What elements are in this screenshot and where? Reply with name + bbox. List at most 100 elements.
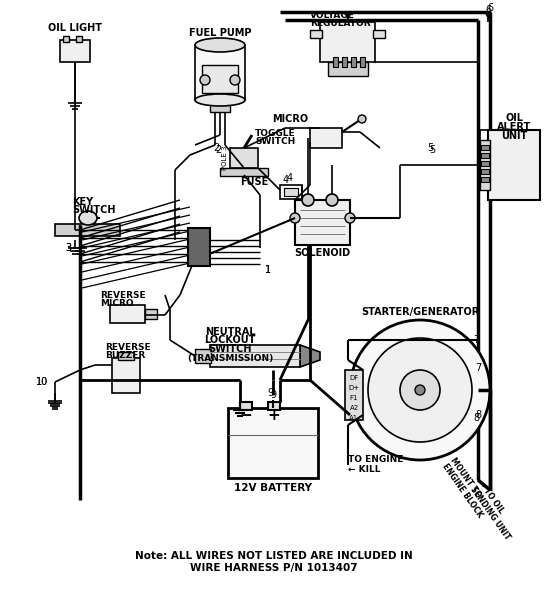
Text: TO ENGINE: TO ENGINE: [348, 455, 403, 464]
Text: 3: 3: [65, 243, 71, 253]
Text: MOUNT TO
ENGINE BLOCK: MOUNT TO ENGINE BLOCK: [440, 457, 493, 520]
Text: STARTER/GENERATOR: STARTER/GENERATOR: [361, 307, 479, 317]
Bar: [145, 309, 157, 319]
Text: TOGGLE: TOGGLE: [255, 130, 295, 139]
Text: ← KILL: ← KILL: [348, 464, 380, 473]
Bar: [220, 168, 268, 176]
Bar: [360, 57, 365, 67]
Bar: [195, 349, 211, 363]
Text: 2: 2: [215, 145, 221, 155]
Bar: [320, 22, 375, 62]
Text: Note: ALL WIRES NOT LISTED ARE INCLUDED IN: Note: ALL WIRES NOT LISTED ARE INCLUDED …: [135, 551, 413, 561]
Text: REVERSE: REVERSE: [100, 292, 146, 301]
Text: ALERT: ALERT: [497, 122, 531, 132]
Bar: [76, 36, 82, 42]
Text: LOCKOUT: LOCKOUT: [204, 335, 256, 345]
Text: 1: 1: [265, 265, 271, 275]
Text: 2: 2: [213, 143, 219, 153]
Circle shape: [358, 115, 366, 123]
Text: WIRE HARNESS P/N 1013407: WIRE HARNESS P/N 1013407: [190, 563, 358, 573]
Circle shape: [350, 320, 490, 460]
Text: A1: A1: [350, 415, 358, 421]
Text: 6: 6: [487, 3, 493, 13]
Bar: [351, 57, 356, 67]
Bar: [284, 188, 298, 196]
Text: POLE 3: POLE 3: [222, 146, 228, 170]
Text: MICRO: MICRO: [272, 114, 308, 124]
Bar: [112, 358, 140, 393]
Text: 7: 7: [473, 335, 479, 345]
Text: 1: 1: [265, 265, 271, 275]
Text: SOLENOID: SOLENOID: [294, 248, 350, 258]
Text: 10: 10: [36, 377, 48, 387]
Bar: [210, 345, 300, 367]
Bar: [488, 130, 540, 200]
Polygon shape: [300, 345, 320, 367]
Bar: [481, 169, 489, 174]
Text: REVERSE: REVERSE: [105, 343, 151, 352]
Text: 6: 6: [485, 5, 491, 15]
Text: +: +: [267, 407, 281, 422]
Text: FUSE: FUSE: [240, 177, 268, 187]
Bar: [110, 305, 145, 323]
Text: MICRO: MICRO: [100, 299, 134, 308]
Text: 5: 5: [429, 145, 435, 155]
Bar: [310, 128, 342, 148]
Circle shape: [368, 338, 472, 442]
Text: 10: 10: [36, 377, 48, 387]
Bar: [228, 408, 318, 478]
Bar: [188, 228, 210, 266]
Bar: [328, 62, 368, 76]
Text: → TO OIL
SENDING UNIT: → TO OIL SENDING UNIT: [468, 479, 520, 541]
Bar: [280, 185, 302, 199]
Bar: [60, 40, 90, 62]
Text: 12V BATTERY: 12V BATTERY: [234, 483, 312, 493]
Bar: [295, 200, 350, 245]
Text: 8: 8: [473, 413, 479, 423]
Text: UNIT: UNIT: [501, 131, 527, 141]
Circle shape: [200, 75, 210, 85]
Bar: [268, 402, 280, 410]
Text: OIL LIGHT: OIL LIGHT: [48, 23, 102, 33]
Text: FUEL PUMP: FUEL PUMP: [189, 28, 251, 38]
Bar: [481, 145, 489, 150]
Bar: [481, 161, 489, 166]
Bar: [88, 213, 96, 217]
Bar: [480, 140, 490, 190]
Text: 9: 9: [270, 390, 276, 400]
Ellipse shape: [79, 211, 97, 225]
Text: (TRANSMISSION): (TRANSMISSION): [187, 353, 273, 362]
Bar: [195, 45, 245, 100]
Text: 9: 9: [267, 388, 273, 398]
Bar: [230, 148, 258, 168]
Circle shape: [326, 194, 338, 206]
Circle shape: [415, 385, 425, 395]
Circle shape: [302, 194, 314, 206]
Bar: [118, 352, 134, 360]
Text: REGULATOR: REGULATOR: [310, 19, 370, 28]
Circle shape: [290, 213, 300, 223]
Text: SWITCH: SWITCH: [208, 344, 252, 354]
Text: 5: 5: [427, 143, 433, 153]
Text: 4: 4: [287, 173, 293, 183]
Bar: [310, 30, 322, 38]
Bar: [202, 65, 238, 93]
Bar: [240, 402, 252, 410]
Text: VOLTAGE: VOLTAGE: [310, 11, 355, 20]
Bar: [481, 153, 489, 158]
Bar: [342, 57, 347, 67]
Bar: [63, 36, 69, 42]
Text: 3: 3: [65, 243, 71, 253]
Text: DF: DF: [350, 375, 358, 381]
Circle shape: [345, 213, 355, 223]
Text: 7: 7: [475, 363, 481, 373]
Text: OIL: OIL: [505, 113, 523, 123]
Text: D+: D+: [349, 385, 359, 391]
Ellipse shape: [195, 94, 245, 106]
Text: NEUTRAL: NEUTRAL: [205, 327, 255, 337]
Text: 8: 8: [475, 410, 481, 420]
Text: 4: 4: [283, 175, 289, 185]
Text: BUZZER: BUZZER: [105, 352, 145, 361]
Text: F1: F1: [350, 395, 358, 401]
Ellipse shape: [195, 38, 245, 52]
